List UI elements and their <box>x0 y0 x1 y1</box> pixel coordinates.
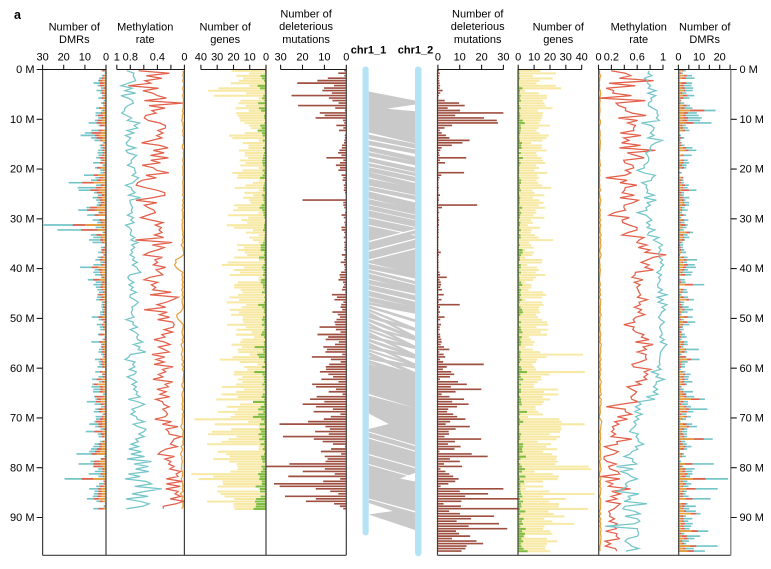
svg-text:0: 0 <box>435 52 441 64</box>
svg-text:Methylation: Methylation <box>117 22 173 34</box>
svg-text:mutations: mutations <box>282 34 330 46</box>
svg-text:0: 0 <box>675 52 681 64</box>
svg-text:10: 10 <box>244 52 256 64</box>
svg-text:50 M: 50 M <box>10 313 34 325</box>
svg-text:Number of: Number of <box>200 22 252 34</box>
svg-text:deleterious: deleterious <box>279 21 333 33</box>
svg-text:0: 0 <box>263 52 269 64</box>
svg-text:30 M: 30 M <box>740 213 764 225</box>
svg-text:a: a <box>14 8 22 22</box>
svg-text:20: 20 <box>544 52 556 64</box>
svg-text:10 M: 10 M <box>10 114 34 126</box>
svg-text:30: 30 <box>211 52 223 64</box>
svg-text:10: 10 <box>693 52 705 64</box>
svg-text:20: 20 <box>475 52 487 64</box>
svg-text:60 M: 60 M <box>10 363 34 375</box>
svg-text:chr1_1: chr1_1 <box>351 45 386 57</box>
svg-text:60 M: 60 M <box>740 363 764 375</box>
svg-text:20: 20 <box>714 52 726 64</box>
svg-text:deleterious: deleterious <box>451 21 505 33</box>
svg-text:1: 1 <box>114 52 120 64</box>
svg-text:90 M: 90 M <box>740 512 764 524</box>
svg-text:DMRs: DMRs <box>689 34 720 46</box>
svg-text:mutations: mutations <box>454 34 502 46</box>
svg-text:30 M: 30 M <box>10 213 34 225</box>
svg-text:Number of: Number of <box>533 22 585 34</box>
svg-text:20 M: 20 M <box>740 164 764 176</box>
svg-text:0: 0 <box>515 52 521 64</box>
svg-text:10 M: 10 M <box>740 114 764 126</box>
svg-text:Number of: Number of <box>452 9 504 21</box>
svg-text:40: 40 <box>576 52 588 64</box>
svg-text:0.6: 0.6 <box>630 52 645 64</box>
svg-text:20 M: 20 M <box>10 164 34 176</box>
svg-text:50 M: 50 M <box>740 313 764 325</box>
svg-text:genes: genes <box>210 34 240 46</box>
svg-text:20: 20 <box>58 52 70 64</box>
svg-text:0.2: 0.2 <box>604 52 619 64</box>
svg-text:0: 0 <box>181 52 187 64</box>
svg-text:genes: genes <box>543 34 573 46</box>
svg-text:Number of: Number of <box>49 22 101 34</box>
svg-text:0: 0 <box>595 52 601 64</box>
svg-text:20: 20 <box>227 52 239 64</box>
svg-text:40 M: 40 M <box>10 263 34 275</box>
svg-text:90 M: 90 M <box>10 512 34 524</box>
svg-text:80 M: 80 M <box>740 462 764 474</box>
svg-text:10: 10 <box>79 52 91 64</box>
svg-text:Number of: Number of <box>679 22 731 34</box>
svg-text:30: 30 <box>36 52 48 64</box>
svg-text:70 M: 70 M <box>10 413 34 425</box>
svg-text:0 M: 0 M <box>740 64 758 76</box>
svg-text:40 M: 40 M <box>740 263 764 275</box>
svg-text:30: 30 <box>497 52 509 64</box>
svg-text:70 M: 70 M <box>740 413 764 425</box>
svg-text:10: 10 <box>454 52 466 64</box>
svg-text:0: 0 <box>343 52 349 64</box>
svg-text:0.8: 0.8 <box>123 52 138 64</box>
svg-text:rate: rate <box>136 34 155 46</box>
svg-text:rate: rate <box>629 34 648 46</box>
svg-text:0 M: 0 M <box>16 64 34 76</box>
svg-text:0.4: 0.4 <box>150 52 165 64</box>
svg-text:80 M: 80 M <box>10 462 34 474</box>
svg-text:10: 10 <box>318 52 330 64</box>
svg-text:chr1_2: chr1_2 <box>398 45 433 57</box>
svg-text:DMRs: DMRs <box>59 34 90 46</box>
svg-text:Methylation: Methylation <box>611 22 667 34</box>
svg-text:Number of: Number of <box>280 9 332 21</box>
svg-text:30: 30 <box>560 52 572 64</box>
svg-text:20: 20 <box>296 52 308 64</box>
svg-text:0: 0 <box>103 52 109 64</box>
svg-text:30: 30 <box>274 52 286 64</box>
svg-text:40: 40 <box>195 52 207 64</box>
svg-text:1: 1 <box>660 52 666 64</box>
svg-text:10: 10 <box>528 52 540 64</box>
